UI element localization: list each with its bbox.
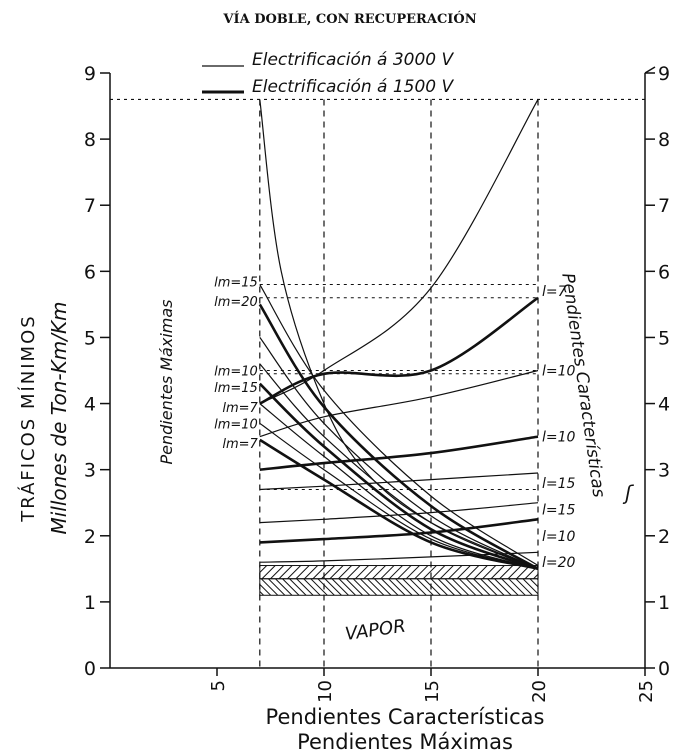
series-line-1: [259, 99, 539, 405]
curve-labels: lm=15lm=20lm=10lm=15lm=7lm=10lm=7l=7l=10…: [214, 275, 575, 571]
y-axis-title-line-1: TRÁFICOS MÍNIMOS: [17, 314, 39, 522]
legend-label-1500v: Electrificación á 1500 V: [252, 77, 455, 97]
y-tick-label-right-1: 1: [658, 592, 670, 614]
series-line-12: [259, 337, 539, 570]
series-lines: [258, 99, 539, 571]
y-tick-label-right-6: 6: [658, 261, 670, 283]
left-curve-label-3: lm=10: [214, 365, 258, 380]
right-curve-label-5: l=15: [542, 502, 576, 518]
chart-title: VÍA DOBLE, CON RECUPERACIÓN: [222, 10, 476, 27]
y-axis-right-cap: [644, 66, 656, 74]
left-curve-label-5: lm=7: [222, 401, 258, 416]
x-tick-label-20: 20: [529, 680, 550, 703]
series-line-11: [258, 303, 539, 570]
y-tick-label-right-7: 7: [658, 195, 670, 217]
y-tick-label-right-5: 5: [658, 327, 670, 349]
x-tick-label-15: 15: [422, 680, 443, 703]
series-line-5: [259, 472, 539, 491]
right-curve-label-2: l=10: [542, 364, 576, 380]
right-curve-label-6: l=10: [542, 529, 576, 545]
vapor-band-1: [259, 578, 539, 596]
x-tick-label-5: 5: [208, 680, 229, 691]
right-axis-symbol: ʃ: [622, 481, 634, 505]
y-tick-label-left-7: 7: [84, 195, 96, 217]
y-tick-label-left-1: 1: [84, 592, 96, 614]
y-tick-label-right-9: 9: [658, 63, 670, 85]
series-line-10: [259, 284, 539, 567]
y-tick-label-left-9: 9: [84, 63, 96, 85]
series-line-13: [259, 363, 539, 570]
tick-labels: 0 0 1 1 2 2 3 3 4 4 5 5 6 6 7 7 8 8 9 9 5 10 15 20 25: [84, 63, 670, 703]
series-line-2: [259, 296, 539, 405]
right-curve-label-4: l=15: [542, 476, 576, 492]
y-axis-title: TRÁFICOS MÍNIMOS Millones de Ton-Km/Km: [17, 301, 71, 534]
reference-lines: [110, 98, 645, 668]
vapor-band-2: [259, 565, 539, 580]
y-axis-title-line-2: Millones de Ton-Km/Km: [47, 301, 71, 534]
right-curve-label-1: l=7: [542, 284, 567, 300]
inner-label-left: Pendientes Máximas: [157, 299, 176, 464]
x-axis-title-line-2: Pendientes Máximas: [297, 730, 513, 754]
vapor-label: VAPOR: [344, 616, 407, 645]
y-tick-label-left-3: 3: [84, 460, 96, 482]
y-tick-label-left-2: 2: [84, 526, 96, 548]
y-tick-label-left-0: 0: [84, 658, 96, 680]
y-tick-label-left-5: 5: [84, 327, 96, 349]
x-axis-title-line-1: Pendientes Características: [266, 705, 545, 729]
series-line-4: [259, 435, 539, 471]
y-tick-label-right-4: 4: [658, 394, 670, 416]
left-curve-label-6: lm=10: [214, 417, 258, 432]
left-curve-label-1: lm=15: [214, 275, 258, 290]
y-tick-label-left-4: 4: [84, 394, 96, 416]
series-line-9: [259, 99, 539, 570]
left-curve-label-2: lm=20: [214, 295, 258, 310]
right-curve-label-3: l=10: [542, 430, 576, 446]
y-tick-label-right-2: 2: [658, 526, 670, 548]
series-line-15: [259, 403, 539, 570]
legend: Electrificación á 3000 V Electrificación…: [202, 50, 455, 97]
series-line-17: [259, 438, 539, 571]
y-tick-label-right-8: 8: [658, 129, 670, 151]
series-line-3: [259, 369, 539, 438]
series-line-7: [259, 518, 539, 544]
right-curve-label-7: l=20: [542, 555, 576, 571]
y-tick-label-left-6: 6: [84, 261, 96, 283]
axes: [100, 66, 656, 676]
inner-label-right: Pendientes Características: [557, 272, 608, 499]
series-line-14: [258, 382, 539, 571]
y-tick-label-right-3: 3: [658, 460, 670, 482]
y-tick-label-left-8: 8: [84, 129, 96, 151]
left-curve-label-7: lm=7: [222, 437, 258, 452]
left-curve-label-4: lm=15: [214, 381, 258, 396]
legend-label-3000v: Electrificación á 3000 V: [252, 50, 455, 70]
x-tick-label-10: 10: [315, 680, 336, 703]
y-tick-label-right-0: 0: [658, 658, 670, 680]
series-line-6: [259, 502, 539, 524]
x-tick-label-25: 25: [636, 680, 657, 703]
vapor-region: [259, 565, 539, 596]
